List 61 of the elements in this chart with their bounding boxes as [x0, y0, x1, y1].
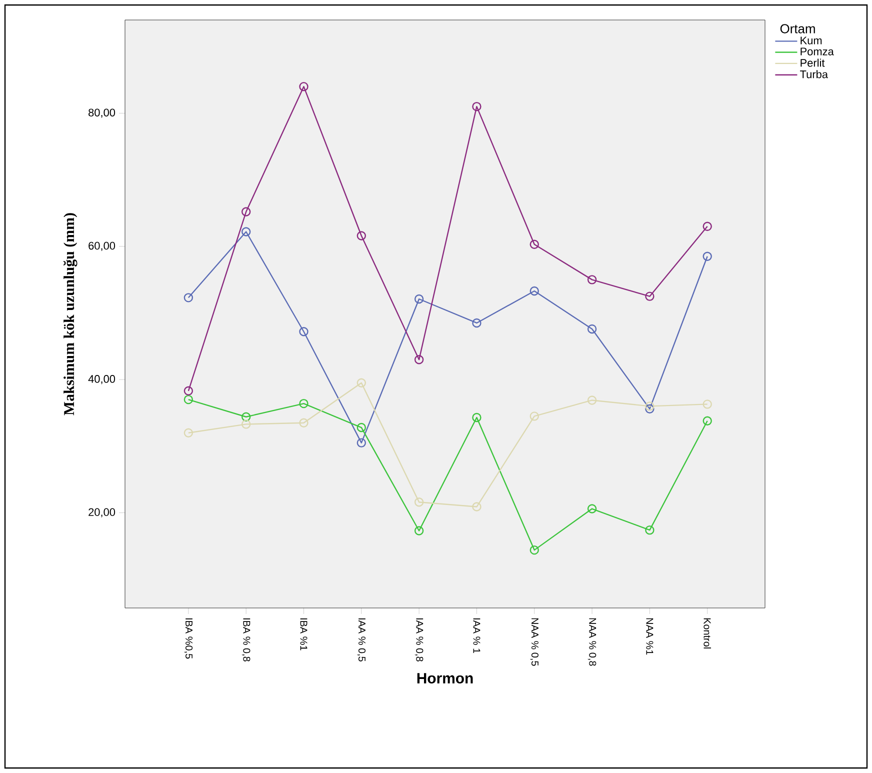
- point: [645, 402, 654, 411]
- y-tick-label: 60,00: [88, 242, 116, 251]
- legend-label: Pomza: [800, 48, 834, 56]
- legend-label: Kum: [800, 36, 822, 44]
- point: [702, 416, 712, 426]
- point: [587, 504, 597, 514]
- point: [184, 386, 194, 396]
- point: [299, 327, 308, 336]
- point: [587, 324, 597, 334]
- point: [472, 412, 482, 422]
- point: [299, 398, 308, 408]
- point: [184, 394, 194, 404]
- point: [356, 438, 366, 448]
- legend-title: Ortam: [780, 24, 815, 34]
- point: [356, 231, 366, 240]
- x-tick-label: IBA %1: [300, 618, 308, 650]
- x-tick-label: Kontrol: [704, 618, 712, 648]
- x-tick-label: NAA % 0,5: [530, 618, 538, 666]
- x-tick-label: IAA % 0,5: [357, 618, 366, 662]
- x-tick-label: NAA % 0,8: [588, 618, 596, 666]
- point: [241, 207, 251, 216]
- point: [184, 428, 194, 438]
- x-tick-label: IAA % 1: [473, 618, 480, 654]
- point: [241, 420, 251, 429]
- x-tick-label: IBA % 0,8: [242, 618, 250, 662]
- y-tick-label: 20,00: [88, 508, 116, 518]
- y-axis-title: Maksimum kök uzunluğu (mm): [63, 213, 78, 416]
- y-tick-label: 80,00: [88, 108, 116, 118]
- point: [645, 525, 654, 535]
- point: [414, 526, 424, 536]
- point: [414, 498, 424, 507]
- x-tick-label: NAA %1: [646, 618, 654, 655]
- point: [530, 240, 539, 249]
- point: [645, 404, 654, 414]
- point: [414, 294, 424, 304]
- point: [356, 422, 366, 432]
- point: [472, 102, 482, 112]
- point: [645, 292, 654, 301]
- point: [414, 355, 424, 364]
- point: [587, 396, 597, 405]
- y-tick-label: 40,00: [88, 375, 116, 384]
- point: [356, 378, 366, 388]
- x-tick-label: IBA %0,5: [184, 618, 193, 659]
- point: [299, 82, 308, 92]
- point: [184, 293, 194, 302]
- point: [702, 400, 712, 409]
- point: [702, 252, 712, 261]
- legend-label: Turba: [800, 70, 828, 78]
- point: [472, 318, 482, 328]
- point: [530, 286, 539, 296]
- point: [299, 418, 308, 428]
- point: [530, 412, 539, 421]
- point: [702, 222, 712, 232]
- point: [241, 412, 251, 422]
- point: [472, 502, 482, 512]
- point: [530, 545, 539, 555]
- point: [241, 227, 251, 236]
- x-axis-title: Hormon: [417, 673, 473, 684]
- legend-label: Perlit: [800, 58, 825, 67]
- point: [587, 275, 597, 284]
- x-tick-label: IAA % 0,8: [414, 618, 424, 662]
